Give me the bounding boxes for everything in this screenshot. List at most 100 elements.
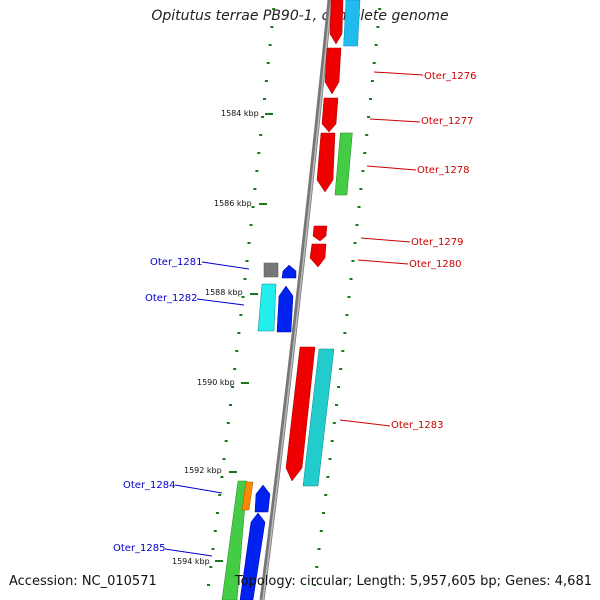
minor-tick-left [268, 44, 272, 46]
gene-labels: Oter_1276 Oter_1277 Oter_1278 Oter_1279 … [113, 71, 477, 554]
minor-tick-right [319, 530, 323, 532]
minor-tick-right [326, 476, 330, 478]
scale-label: 1588 kbp [205, 288, 243, 297]
gene-label-oter-1284[interactable]: Oter_1284 [123, 480, 176, 491]
minor-tick-right [324, 494, 328, 496]
minor-tick-left [249, 224, 253, 226]
gene-arrow-oter-1280[interactable] [309, 243, 327, 268]
minor-tick-right [351, 260, 355, 262]
minor-tick-left [239, 314, 243, 316]
minor-tick-right [374, 44, 378, 46]
minor-tick-right [339, 368, 343, 370]
reverse-features [221, 262, 297, 600]
minor-tick-left [220, 476, 224, 478]
minor-tick-right [376, 26, 380, 28]
minor-tick-right [315, 566, 319, 568]
gene-arrow-oter-1282[interactable] [276, 285, 294, 333]
gene-label-oter-1285[interactable]: Oter_1285 [113, 543, 166, 554]
minor-tick-left [255, 170, 259, 172]
leader-lines [164, 71, 424, 557]
gene-arrow-oter-1281[interactable] [281, 264, 297, 279]
minor-tick-left [235, 350, 239, 352]
gene-label-oter-1276[interactable]: Oter_1276 [424, 71, 477, 82]
gene-label-oter-1277[interactable]: Oter_1277 [421, 116, 474, 127]
minor-tick-left [231, 386, 235, 388]
minor-tick-right [365, 134, 369, 136]
gene-arrow-oter-1278[interactable] [316, 132, 336, 193]
leader-oter-1284 [174, 484, 223, 494]
leader-oter-1277 [369, 118, 421, 123]
gene-label-oter-1278[interactable]: Oter_1278 [417, 165, 470, 176]
gene-arrow-oter-1276[interactable] [324, 47, 342, 95]
gene-feature-cyan[interactable] [343, 0, 361, 47]
minor-tick-left [233, 368, 237, 370]
minor-tick-right [361, 170, 365, 172]
minor-tick-right [330, 440, 334, 442]
leader-oter-1283 [339, 419, 391, 427]
minor-tick-left [272, 8, 276, 10]
gene-label-oter-1280[interactable]: Oter_1280 [409, 259, 462, 270]
minor-tick-left [207, 584, 210, 586]
leader-oter-1282 [196, 298, 245, 306]
minor-tick-left [209, 566, 213, 568]
gene-feature-oter-1284-green[interactable] [221, 480, 248, 600]
minor-tick-right [343, 332, 347, 334]
minor-tick-left [257, 152, 261, 154]
leader-oter-1285 [164, 548, 213, 557]
gene-feature-oter-1283-teal[interactable] [302, 348, 335, 487]
gene-feature-oter-1282-cyan[interactable] [257, 283, 277, 332]
genome-backbone [259, 0, 333, 600]
gene-label-oter-1279[interactable]: Oter_1279 [411, 237, 464, 248]
minor-tick-right [355, 224, 359, 226]
minor-tick-left [216, 512, 219, 514]
minor-tick-right [322, 512, 325, 514]
minor-tick-left [213, 530, 217, 532]
minor-tick-right [357, 206, 361, 208]
minor-tick-right [359, 188, 363, 190]
minor-tick-left [247, 242, 251, 244]
gene-arrow-oter-1285[interactable] [239, 512, 266, 600]
minor-tick-right [328, 458, 332, 460]
minor-tick-right [372, 62, 376, 64]
minor-tick-left [259, 134, 263, 136]
genome-backbone-highlight [262, 0, 332, 600]
minor-tick-right [313, 584, 316, 586]
gene-label-oter-1282[interactable]: Oter_1282 [145, 293, 198, 304]
gene-feature-oter-1281-gray[interactable] [263, 262, 279, 278]
minor-tick-left [245, 260, 249, 262]
gene-arrow-oter-1279[interactable] [312, 225, 328, 242]
gene-feature-oter-1278-green[interactable] [334, 132, 353, 196]
scale-label: 1584 kbp [221, 109, 259, 118]
gene-label-oter-1281[interactable]: Oter_1281 [150, 257, 203, 268]
forward-features [285, 0, 361, 487]
scale-label: 1586 kbp [214, 199, 252, 208]
minor-tick-left [237, 332, 241, 334]
minor-tick-left [211, 548, 215, 550]
gene-feature-oter-1284-orange[interactable] [241, 481, 254, 511]
minor-tick-left [264, 80, 268, 82]
accession-text: Accession: NC_010571 [9, 574, 157, 589]
map-title: Opitutus terrae PB90-1, complete genome [151, 8, 449, 24]
minor-tick-left [241, 296, 245, 298]
leader-oter-1280 [357, 259, 409, 265]
minor-tick-right [337, 386, 341, 388]
leader-oter-1279 [360, 237, 411, 243]
tick-rails [207, 8, 382, 586]
minor-tick-right [370, 80, 374, 82]
scale: 1584 kbp 1586 kbp 1588 kbp 1590 kbp 1592… [172, 109, 273, 566]
minor-tick-right [367, 116, 371, 118]
minor-tick-left [261, 116, 265, 118]
gene-arrow-oter-1283[interactable] [285, 346, 316, 482]
minor-tick-right [353, 242, 357, 244]
minor-tick-left [251, 206, 255, 208]
gene-label-oter-1283[interactable]: Oter_1283 [391, 420, 444, 431]
gene-arrow[interactable] [329, 0, 344, 45]
gene-arrow-oter-1277[interactable] [321, 97, 339, 133]
gene-arrow-oter-1284[interactable] [254, 484, 271, 513]
minor-tick-right [347, 296, 351, 298]
minor-tick-right [369, 98, 372, 100]
minor-tick-right [349, 278, 353, 280]
leader-oter-1278 [366, 165, 417, 171]
minor-tick-left [218, 494, 222, 496]
